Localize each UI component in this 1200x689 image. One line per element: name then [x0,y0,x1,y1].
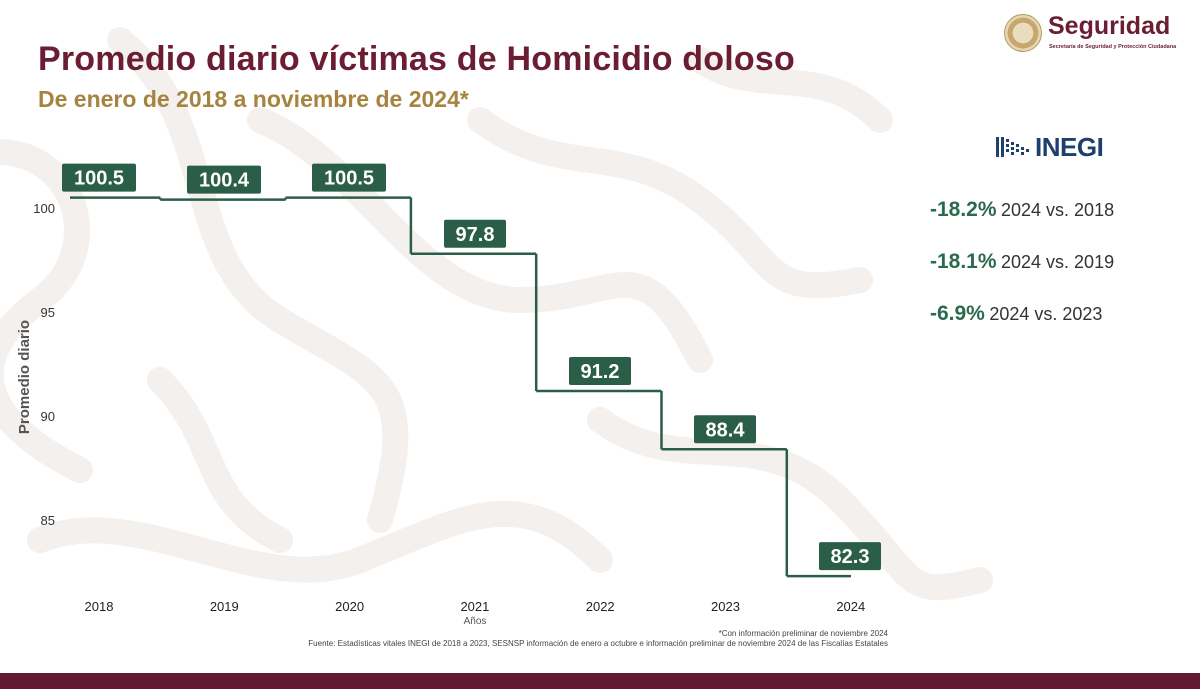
footnote: *Con información preliminar de noviembre… [718,629,888,638]
logo-wordmark: Seguridad [1048,12,1171,40]
data-label-box [444,219,506,248]
x-tick-label: 2019 [210,599,239,614]
x-tick-label: 2021 [460,599,489,614]
data-label-box [819,542,881,571]
x-tick-label: 2024 [836,599,865,614]
chart-subtitle: De enero de 2018 a noviembre de 2024* [38,86,469,112]
y-tick-label: 95 [41,305,55,320]
comparison-percent: -18.2% [930,198,997,221]
x-tick-label: 2023 [711,599,740,614]
inegi-wordmark: INEGI [1035,132,1104,162]
data-label-box [694,415,756,444]
inegi-logo: INEGI [995,132,1115,164]
data-label-box [187,165,261,194]
source-note: Fuente: Estadísticas vitales INEGI de 20… [308,639,888,648]
y-tick-label: 90 [41,409,55,424]
comparison-percent: -6.9% [930,302,985,325]
x-tick-label: 2020 [335,599,364,614]
x-axis-label: Años [464,616,487,627]
seguridad-logo: Seguridad Secretaría de Seguridad y Prot… [1004,12,1194,56]
data-label: 100.4 [199,170,250,192]
chart-title: Promedio diario víctimas de Homicidio do… [38,40,795,78]
comparison-label: 2024 vs. 2018 [1001,200,1115,220]
national-seal-icon [1004,14,1042,52]
data-label: 100.5 [324,168,374,190]
data-label: 100.5 [74,168,124,190]
y-tick-label: 100 [33,201,55,216]
y-axis-label: Promedio diario [16,320,33,434]
data-label-box [62,163,136,192]
data-label: 88.4 [706,419,746,441]
comparison-item: -6.9% 2024 vs. 2023 [930,302,1102,326]
x-tick-label: 2018 [85,599,114,614]
comparison-label: 2024 vs. 2023 [989,304,1103,324]
data-label-box [569,357,631,386]
x-tick-label: 2022 [586,599,615,614]
comparison-percent: -18.1% [930,250,997,273]
bottom-bar [0,673,1200,689]
y-tick-label: 85 [41,513,55,528]
logo-subtext: Secretaría de Seguridad y Protección Ciu… [1049,44,1177,50]
comparison-item: -18.1% 2024 vs. 2019 [930,250,1114,274]
data-label: 97.8 [456,224,495,246]
inegi-mark-icon [996,137,1029,157]
comparison-label: 2024 vs. 2019 [1001,252,1115,272]
data-label-box [312,163,386,192]
comparison-item: -18.2% 2024 vs. 2018 [930,198,1114,222]
data-label: 91.2 [581,361,620,383]
data-label: 82.3 [831,546,870,568]
